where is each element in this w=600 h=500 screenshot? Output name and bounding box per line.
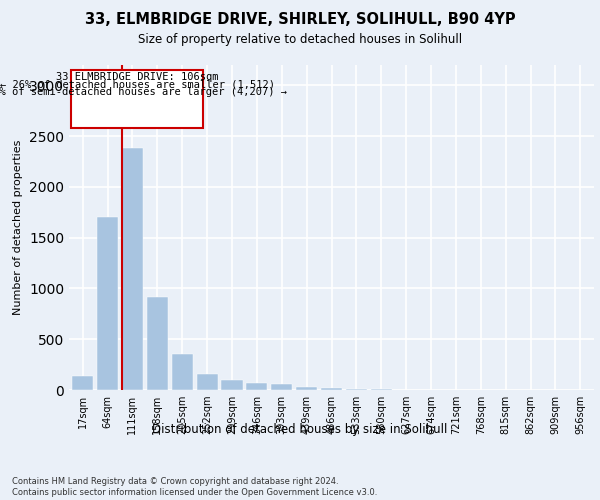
Bar — [147, 296, 168, 390]
Text: 33 ELMBRIDGE DRIVE: 106sqm: 33 ELMBRIDGE DRIVE: 106sqm — [56, 72, 218, 82]
Bar — [246, 383, 268, 390]
Text: Contains HM Land Registry data © Crown copyright and database right 2024.
Contai: Contains HM Land Registry data © Crown c… — [12, 478, 377, 497]
Bar — [172, 354, 193, 390]
Text: Size of property relative to detached houses in Solihull: Size of property relative to detached ho… — [138, 32, 462, 46]
Text: 33, ELMBRIDGE DRIVE, SHIRLEY, SOLIHULL, B90 4YP: 33, ELMBRIDGE DRIVE, SHIRLEY, SOLIHULL, … — [85, 12, 515, 28]
Text: ← 26% of detached houses are smaller (1,512): ← 26% of detached houses are smaller (1,… — [0, 79, 275, 89]
Bar — [221, 380, 242, 390]
Bar — [321, 388, 342, 390]
Bar — [346, 389, 367, 390]
FancyBboxPatch shape — [71, 70, 203, 128]
Bar — [97, 218, 118, 390]
Bar — [296, 387, 317, 390]
Y-axis label: Number of detached properties: Number of detached properties — [13, 140, 23, 315]
Text: 73% of semi-detached houses are larger (4,207) →: 73% of semi-detached houses are larger (… — [0, 88, 287, 98]
Bar — [271, 384, 292, 390]
Text: Distribution of detached houses by size in Solihull: Distribution of detached houses by size … — [152, 422, 448, 436]
Bar — [197, 374, 218, 390]
Bar — [72, 376, 93, 390]
Bar — [122, 148, 143, 390]
